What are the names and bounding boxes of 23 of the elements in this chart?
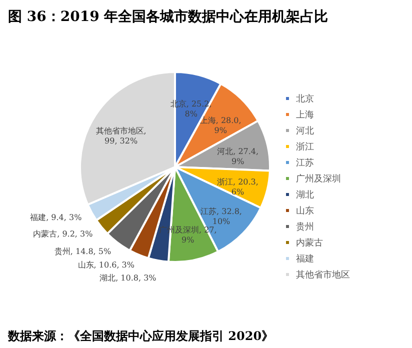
chart-title: 图 36：2019 年全国各城市数据中心在用机架占比 [8, 8, 328, 25]
data-label: 福建, 9.4, 3% [30, 213, 82, 222]
data-label: 山东, 10.6, 3% [78, 260, 135, 270]
legend-label: 浙江 [296, 142, 314, 152]
data-label: 江苏, 32.8, 10% [200, 207, 242, 226]
legend-label: 贵州 [296, 222, 314, 232]
legend-label: 湖北 [296, 190, 314, 200]
data-label: 内蒙古, 9.2, 3% [33, 229, 94, 238]
data-label: 湖北, 10.8, 3% [100, 273, 157, 282]
legend-label: 内蒙古 [296, 238, 323, 248]
legend-label: 山东 [296, 206, 314, 216]
data-label: 浙江, 20.3, 6% [216, 177, 258, 196]
legend-label: 福建 [296, 254, 314, 264]
source-note: 数据来源：《全国数据中心应用发展指引 2020》 [7, 329, 274, 343]
data-label: 贵州, 14.8, 5% [54, 247, 112, 256]
legend-label: 河北 [296, 126, 314, 136]
legend-label: 北京 [296, 94, 314, 104]
data-label: 其他省市地区, 99, 32% [96, 126, 146, 146]
legend-label: 江苏 [296, 158, 314, 168]
legend-label: 上海 [296, 110, 314, 120]
legend-label: 其他省市地区 [296, 270, 350, 280]
legend-label: 广州及深圳 [296, 174, 341, 184]
data-label: 河北, 27.4, 9% [217, 147, 259, 166]
